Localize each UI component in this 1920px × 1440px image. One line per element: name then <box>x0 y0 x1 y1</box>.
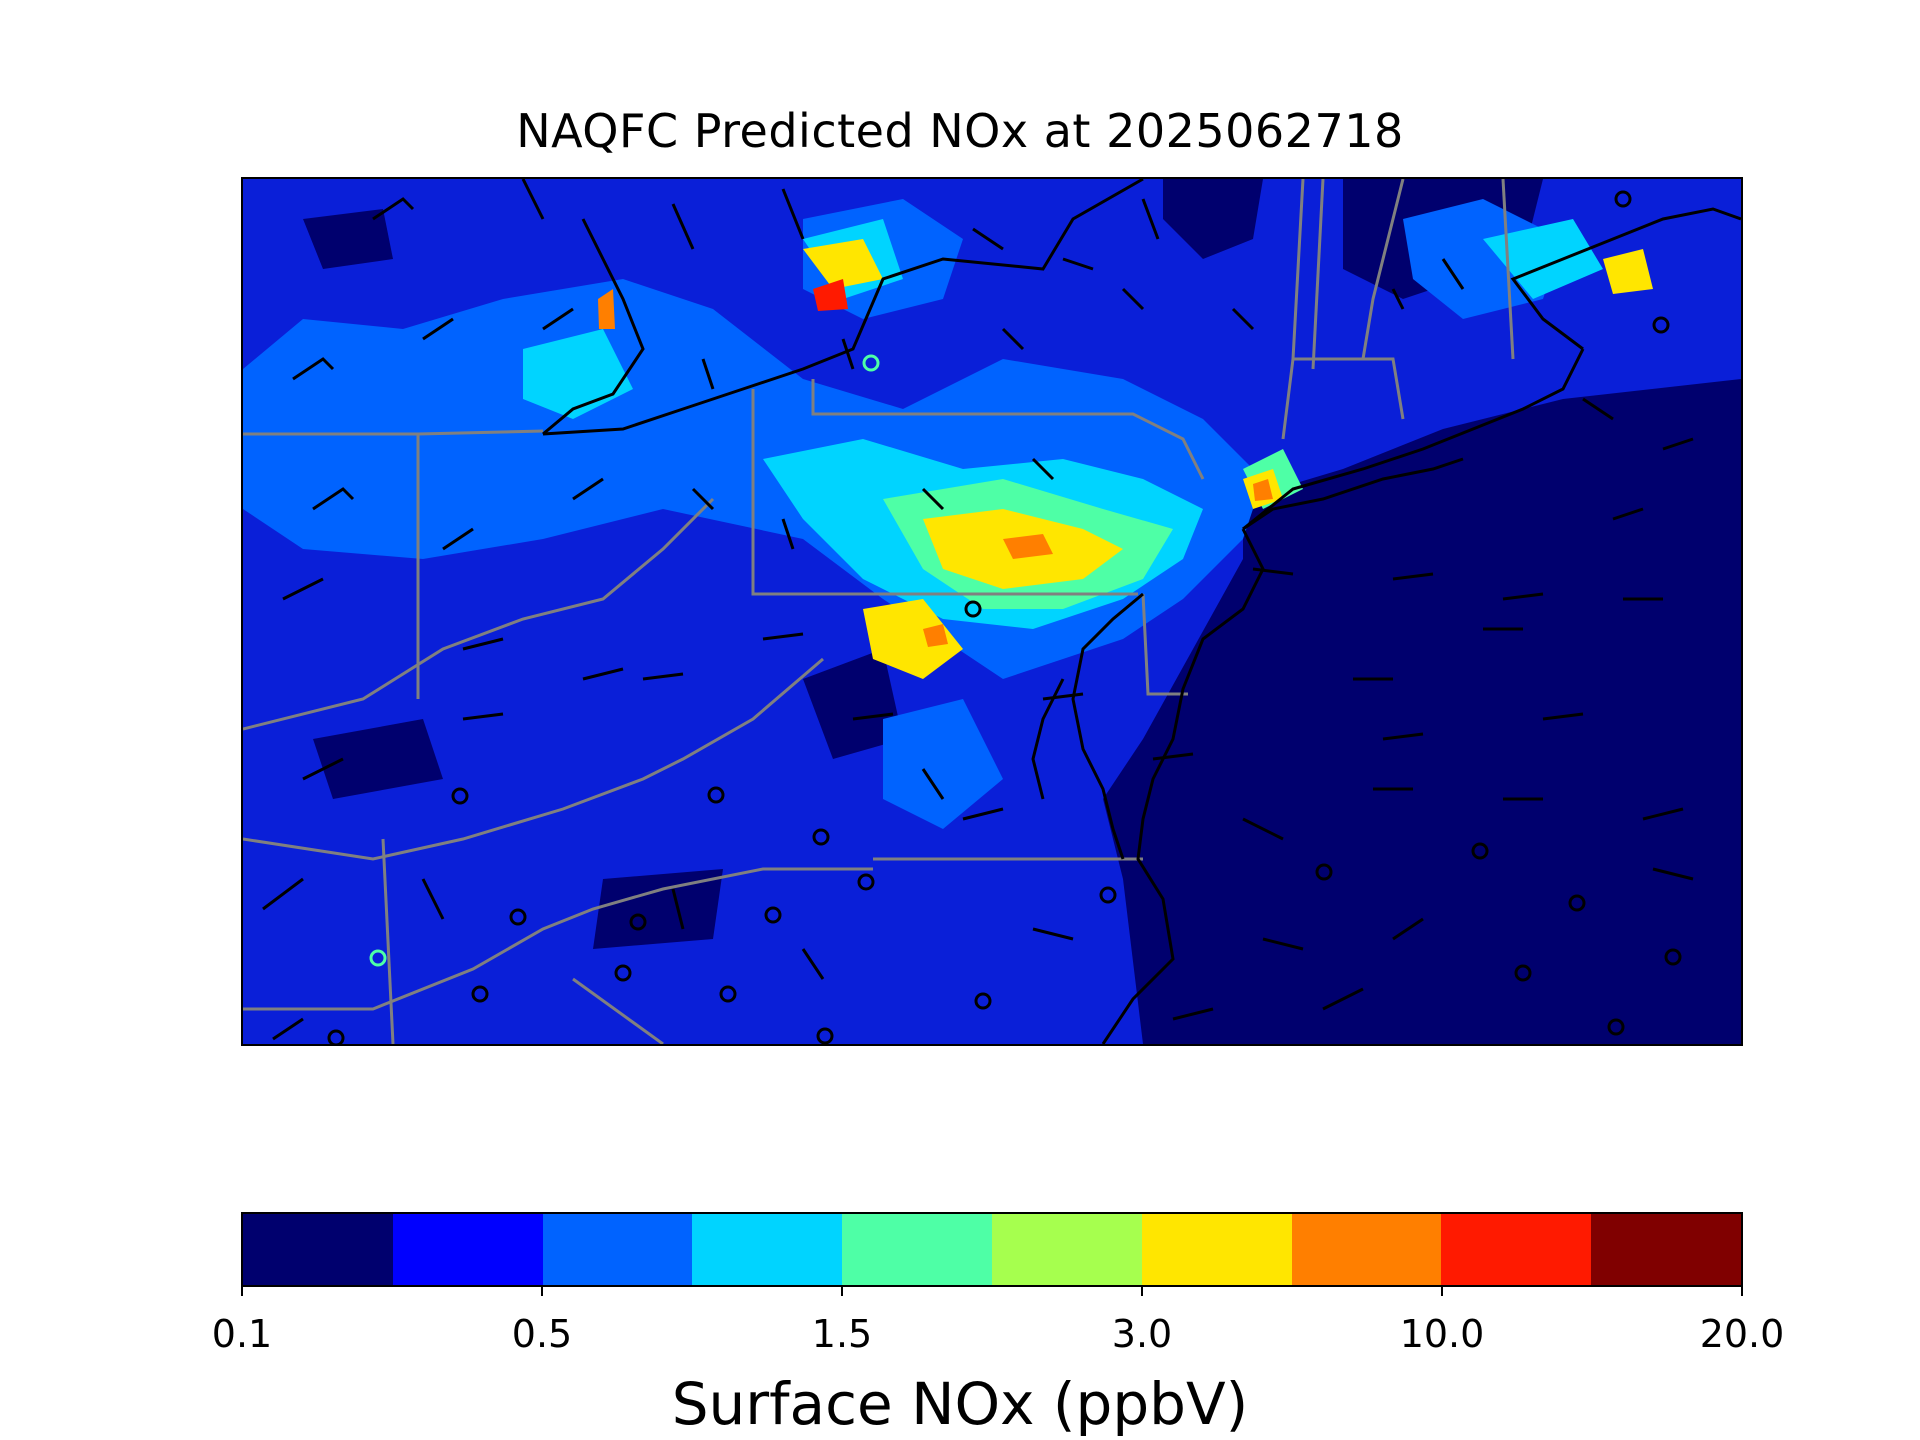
colorbar-segment <box>1141 1214 1292 1285</box>
low-nox-patch <box>593 869 723 949</box>
wind-barbs <box>262 179 1694 1041</box>
ocean-area <box>1103 379 1741 1044</box>
low-nox-patch <box>303 209 393 269</box>
colorbar-tick <box>1141 1287 1143 1296</box>
colorbar-tick <box>241 1287 243 1296</box>
low-nox-patch <box>803 649 903 759</box>
colorbar-tick-label: 3.0 <box>1111 1312 1173 1356</box>
map-panel <box>241 177 1743 1046</box>
colorbar-segment <box>692 1214 843 1285</box>
colorbar-segment <box>1291 1214 1442 1285</box>
colorbar-label: Surface NOx (ppbV) <box>671 1370 1249 1438</box>
colorbar-tick <box>841 1287 843 1296</box>
nox-map <box>243 179 1741 1044</box>
elevated-nox-area <box>1483 219 1603 299</box>
station-markers <box>327 190 1682 1044</box>
state-boundaries <box>243 179 1515 1044</box>
peak-nox-spot <box>813 279 848 311</box>
coastlines <box>542 179 1741 1044</box>
moderate-nox-area <box>1403 199 1563 319</box>
peak-nox-spot <box>1253 479 1273 501</box>
colorbar-tick <box>1741 1287 1743 1296</box>
map-title: NAQFC Predicted NOx at 2025062718 <box>516 104 1404 158</box>
colorbar-segment <box>842 1214 992 1285</box>
colorbar-tick-label: 10.0 <box>1399 1312 1485 1356</box>
colorbar-segment <box>1591 1214 1741 1285</box>
peak-nox-spot <box>923 624 948 647</box>
colorbar-tick-label: 20.0 <box>1699 1312 1785 1356</box>
colorbar-tick-label: 1.5 <box>811 1312 873 1356</box>
colorbar-tick-label: 0.5 <box>511 1312 573 1356</box>
colorbar-tick <box>1441 1287 1443 1296</box>
peak-nox-spot <box>598 289 615 329</box>
very-high-nox-area <box>803 239 883 289</box>
colorbar-segment <box>1441 1214 1592 1285</box>
colorbar-segment <box>991 1214 1142 1285</box>
low-nox-patch <box>313 719 443 799</box>
very-high-nox-area <box>863 599 963 679</box>
colorbar-segment <box>243 1214 393 1285</box>
colorbar <box>241 1212 1743 1287</box>
moderate-nox-area <box>883 699 1003 829</box>
low-nox-patch <box>1163 179 1263 259</box>
colorbar-tick-label: 0.1 <box>211 1312 273 1356</box>
peak-nox-spot <box>1003 534 1053 559</box>
colorbar-segment <box>392 1214 543 1285</box>
colorbar-tick <box>541 1287 543 1296</box>
colorbar-segment <box>542 1214 693 1285</box>
very-high-nox-area <box>1603 249 1653 294</box>
